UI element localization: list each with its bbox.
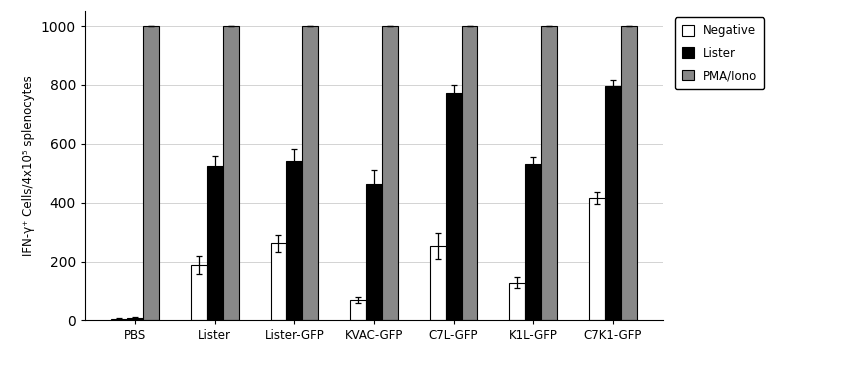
Bar: [509, 283, 525, 320]
Bar: [366, 184, 382, 320]
Legend: Negative, Lister, PMA/Iono: Negative, Lister, PMA/Iono: [675, 17, 764, 89]
Bar: [286, 161, 303, 320]
Bar: [223, 26, 239, 320]
Bar: [191, 265, 207, 320]
Bar: [350, 300, 366, 320]
Bar: [620, 26, 637, 320]
Bar: [111, 319, 128, 320]
Bar: [303, 26, 318, 320]
Bar: [270, 243, 286, 320]
Bar: [128, 318, 143, 320]
Bar: [207, 167, 223, 320]
Bar: [430, 246, 445, 320]
Bar: [605, 86, 620, 320]
Bar: [541, 26, 557, 320]
Bar: [382, 26, 398, 320]
Bar: [143, 26, 159, 320]
Bar: [589, 198, 605, 320]
Bar: [445, 93, 462, 320]
Bar: [462, 26, 478, 320]
Y-axis label: IFN-γ⁺ Cells/4x10⁵ splenocytes: IFN-γ⁺ Cells/4x10⁵ splenocytes: [22, 75, 36, 256]
Bar: [525, 164, 541, 320]
